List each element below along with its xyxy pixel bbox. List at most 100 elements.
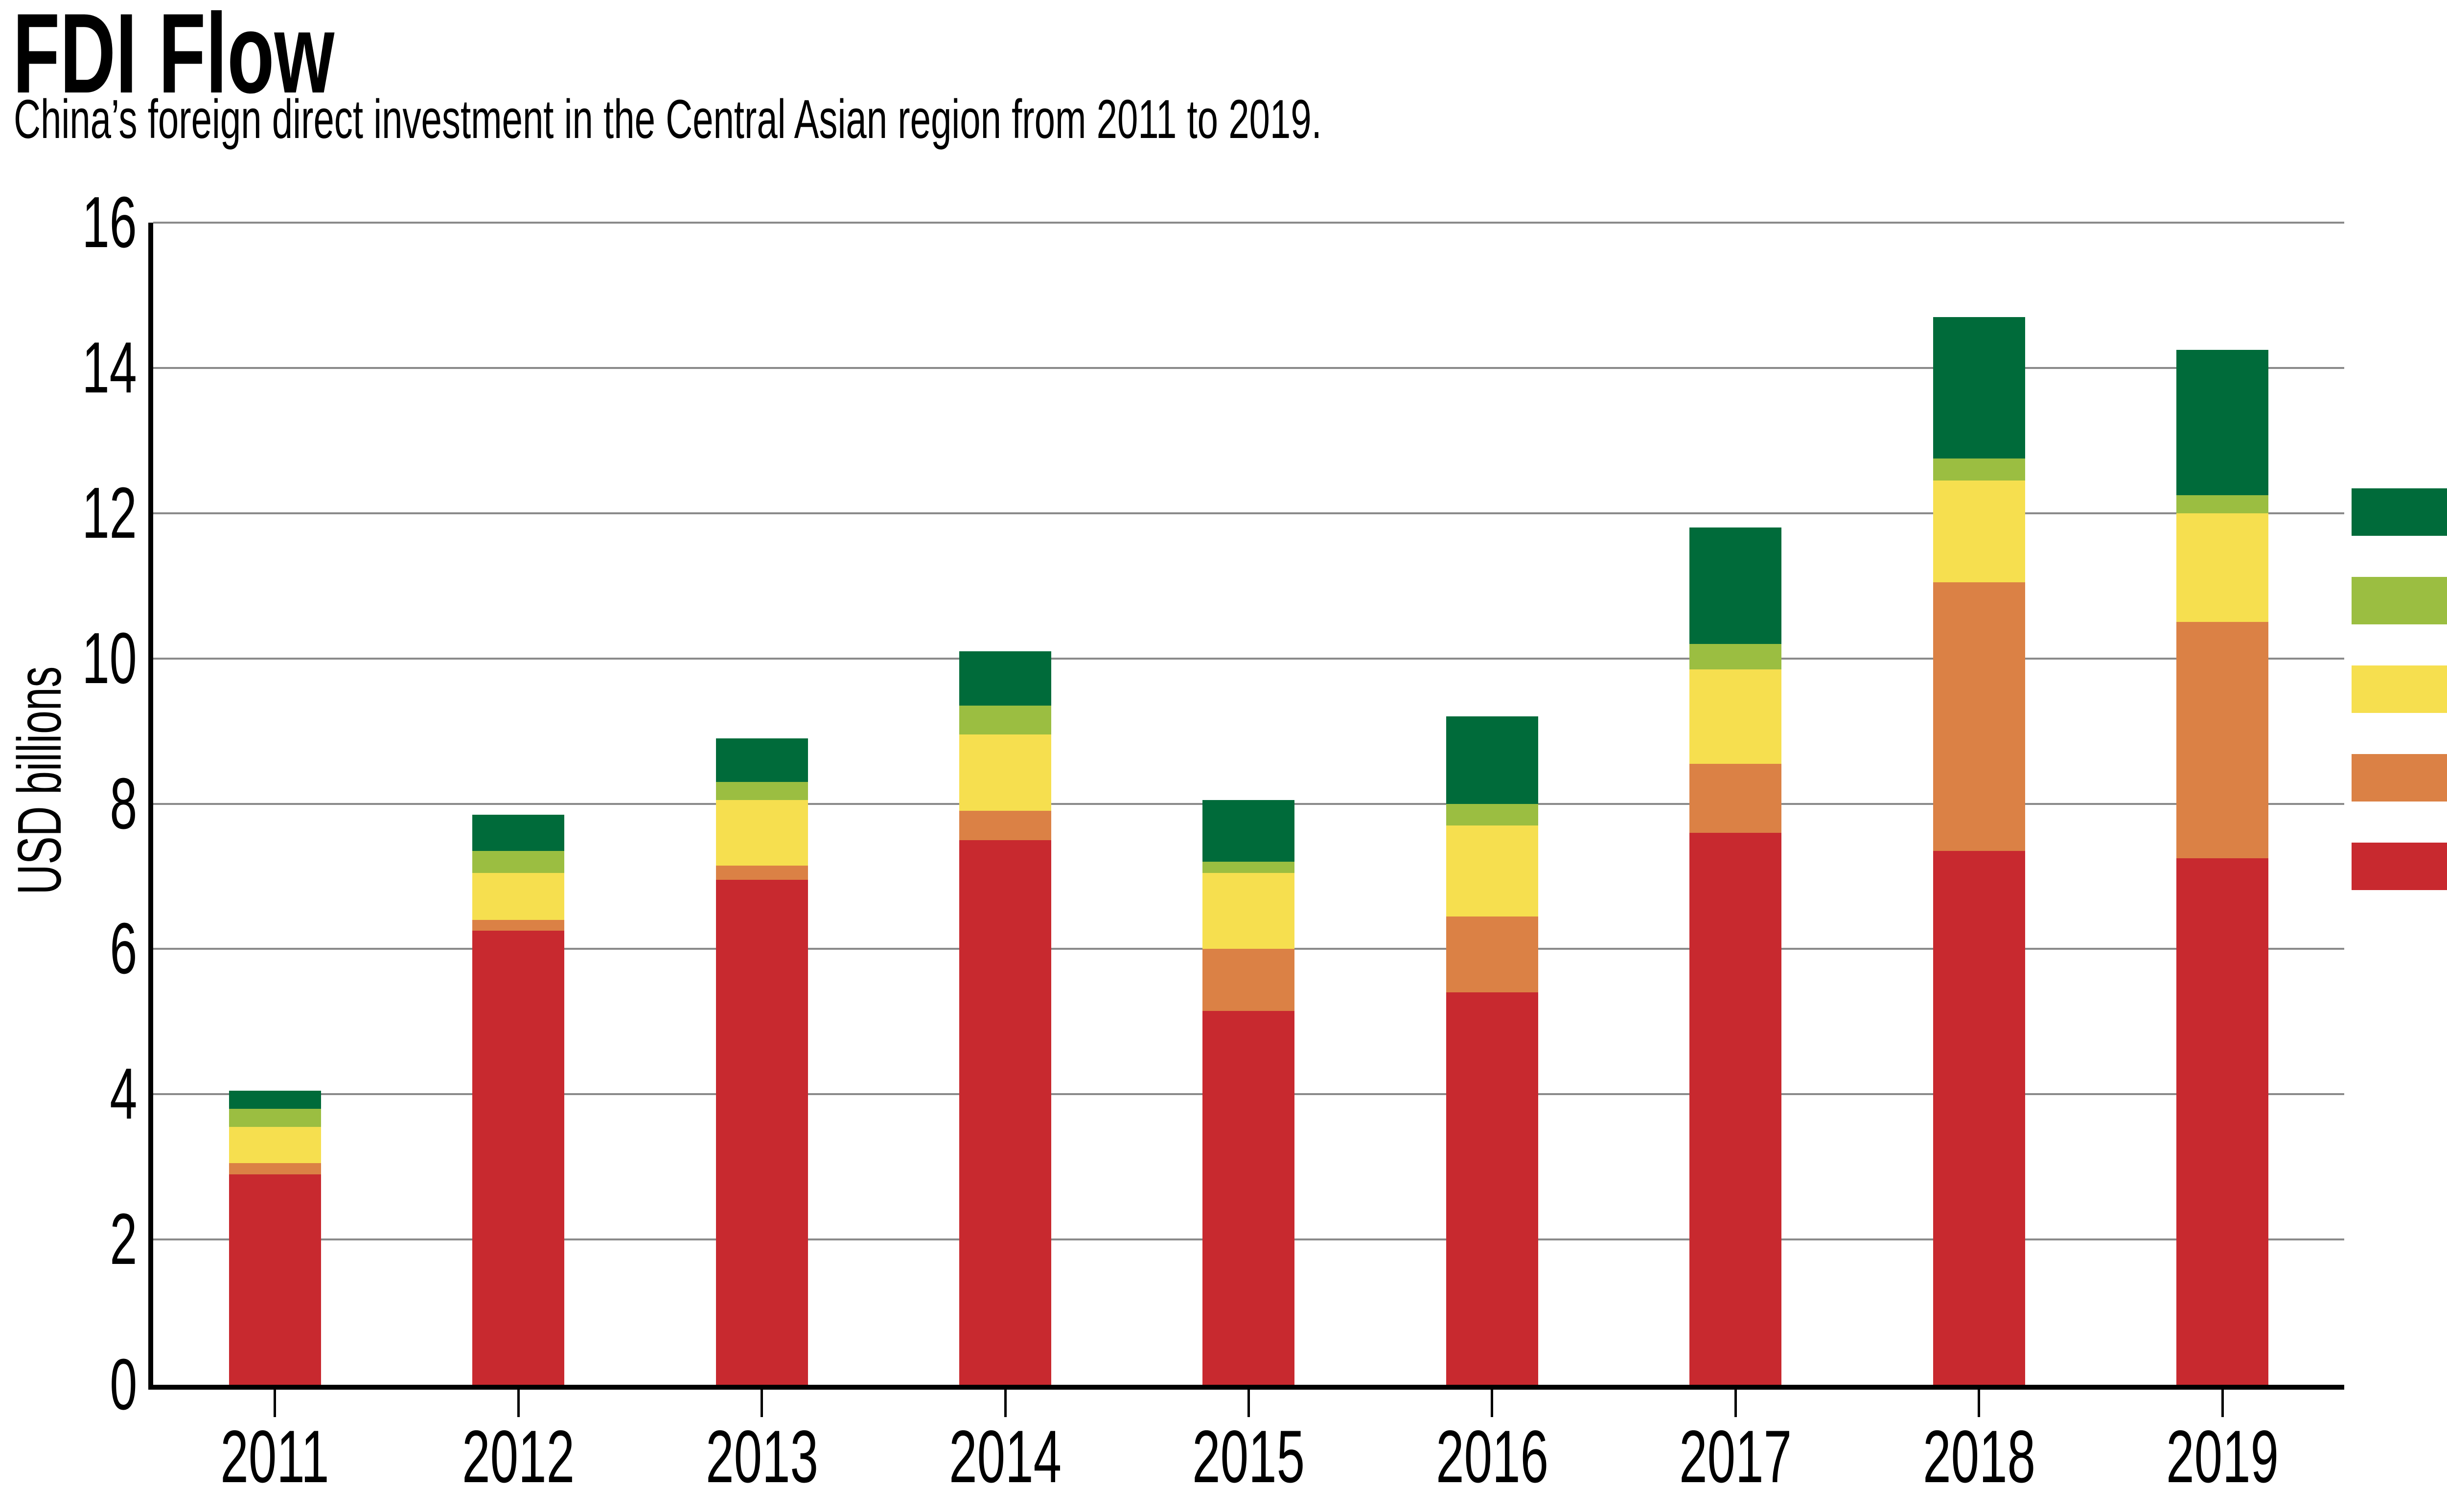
x-axis-label-2011: 2011 bbox=[153, 1414, 396, 1507]
bar-segment-turkmenistan-2012 bbox=[472, 850, 565, 873]
x-axis-label-text: 2013 bbox=[705, 1415, 818, 1498]
y-tick-label-text: 12 bbox=[82, 472, 137, 553]
bar-segment-kazakhstan-2011 bbox=[229, 1174, 321, 1385]
page-title: FDI Flow bbox=[13, 0, 486, 116]
y-tick-label-text: 16 bbox=[82, 182, 137, 263]
y-axis-labels: 0 2 4 6 8 10 12 14 16 bbox=[0, 182, 137, 1425]
x-tick-slot-2014 bbox=[883, 1390, 1127, 1417]
x-tick-slot-2017 bbox=[1614, 1390, 1857, 1417]
bar-segment-kazakhstan-2016 bbox=[1446, 992, 1538, 1385]
bar-segment-kazakhstan-2013 bbox=[716, 880, 808, 1385]
bar-2018 bbox=[1857, 223, 2101, 1385]
legend-swatch-kyrgyzstan bbox=[2352, 665, 2447, 713]
x-axis-ticks bbox=[153, 1390, 2344, 1417]
x-axis-label-text: 2011 bbox=[220, 1415, 329, 1498]
bar-segment-kyrgyzstan-2014 bbox=[959, 734, 1052, 811]
bar-2019 bbox=[2101, 223, 2344, 1385]
x-axis-label-text: 2017 bbox=[1679, 1415, 1792, 1498]
x-tick-slot-2016 bbox=[1370, 1390, 1614, 1417]
x-tick-slot-2019 bbox=[2101, 1390, 2344, 1417]
bar-segment-tajikistan-2015 bbox=[1202, 800, 1295, 862]
bar-segment-kyrgyzstan-2015 bbox=[1202, 872, 1295, 949]
x-tick-slot-2018 bbox=[1857, 1390, 2101, 1417]
legend-swatch-turkmenistan bbox=[2352, 577, 2447, 624]
legend-item-uzbekistan: Uzbekistan bbox=[2352, 754, 2447, 802]
bar-segment-tajikistan-2018 bbox=[1933, 317, 2025, 459]
x-axis-line bbox=[148, 1385, 2344, 1390]
x-axis-label-2017: 2017 bbox=[1614, 1414, 1857, 1507]
legend-swatch-kazakhstan bbox=[2352, 843, 2447, 890]
x-axis-labels: 2011 2012 2013 2014 2015 2016 2017 2018 2019 bbox=[153, 1414, 2344, 1507]
legend-swatch-uzbekistan bbox=[2352, 754, 2447, 802]
plot-area bbox=[148, 222, 2344, 1390]
bar-segment-tajikistan-2013 bbox=[716, 738, 808, 782]
bar-2014 bbox=[883, 223, 1127, 1385]
bar-2017 bbox=[1614, 223, 1857, 1385]
x-tick-slot-2012 bbox=[396, 1390, 640, 1417]
y-tick-label-text: 4 bbox=[110, 1054, 137, 1135]
bar-segment-tajikistan-2014 bbox=[959, 651, 1052, 706]
bar-segment-kyrgyzstan-2011 bbox=[229, 1127, 321, 1164]
bar-2011 bbox=[153, 223, 396, 1385]
bar-segment-turkmenistan-2018 bbox=[1933, 458, 2025, 481]
bar-segment-kyrgyzstan-2012 bbox=[472, 872, 565, 920]
chart-subtitle-text: China’s foreign direct investment in the… bbox=[14, 89, 1322, 150]
legend-swatch-tajikistan bbox=[2352, 488, 2447, 536]
bar-segment-tajikistan-2012 bbox=[472, 814, 565, 851]
x-axis-label-2015: 2015 bbox=[1127, 1414, 1370, 1507]
bar-segment-kyrgyzstan-2013 bbox=[716, 800, 808, 866]
x-tick-slot-2015 bbox=[1127, 1390, 1370, 1417]
bar-segment-kazakhstan-2019 bbox=[2176, 858, 2269, 1385]
x-axis-label-2014: 2014 bbox=[883, 1414, 1127, 1507]
x-tick-2019 bbox=[2221, 1390, 2224, 1417]
x-tick-slot-2013 bbox=[640, 1390, 883, 1417]
bar-segment-tajikistan-2017 bbox=[1689, 527, 1782, 644]
y-tick-label-text: 8 bbox=[110, 763, 137, 844]
x-tick-slot-2011 bbox=[153, 1390, 396, 1417]
page-title-text: FDI Flow bbox=[13, 0, 335, 117]
x-axis-label-text: 2015 bbox=[1192, 1415, 1305, 1498]
bar-segment-uzbekistan-2014 bbox=[959, 811, 1052, 840]
bar-segment-uzbekistan-2015 bbox=[1202, 949, 1295, 1011]
x-tick-2014 bbox=[1004, 1390, 1007, 1417]
gridline-10 bbox=[153, 657, 2344, 660]
gridline-14 bbox=[153, 367, 2344, 369]
bar-segment-turkmenistan-2013 bbox=[716, 781, 808, 801]
bar-segment-turkmenistan-2017 bbox=[1689, 643, 1782, 669]
chart-subtitle: China’s foreign direct investment in the… bbox=[14, 89, 1938, 149]
bar-segment-uzbekistan-2017 bbox=[1689, 763, 1782, 833]
bar-segment-kazakhstan-2017 bbox=[1689, 832, 1782, 1385]
y-tick-label-text: 10 bbox=[82, 618, 137, 699]
x-tick-2013 bbox=[761, 1390, 763, 1417]
gridline-12 bbox=[153, 512, 2344, 514]
bar-segment-tajikistan-2016 bbox=[1446, 716, 1538, 804]
y-tick-label-text: 6 bbox=[110, 908, 137, 989]
bar-segment-uzbekistan-2016 bbox=[1446, 916, 1538, 993]
x-tick-2018 bbox=[1978, 1390, 1981, 1417]
x-tick-2011 bbox=[274, 1390, 277, 1417]
bar-segment-tajikistan-2011 bbox=[229, 1090, 321, 1109]
y-tick-label-text: 14 bbox=[82, 327, 137, 408]
y-axis-title: USD billions bbox=[5, 666, 74, 895]
legend-item-tajikistan: Tajikistan bbox=[2352, 488, 2447, 536]
bar-segment-kazakhstan-2018 bbox=[1933, 850, 2025, 1385]
bar-segment-kazakhstan-2015 bbox=[1202, 1010, 1295, 1385]
legend-item-kyrgyzstan: Kyrgyzstan bbox=[2352, 665, 2447, 713]
bar-2016 bbox=[1370, 223, 1614, 1385]
bar-2012 bbox=[396, 223, 640, 1385]
x-axis-label-2019: 2019 bbox=[2101, 1414, 2344, 1507]
legend: Tajikistan Turkmenistan Kyrgyzstan Uzbekist… bbox=[2352, 488, 2447, 931]
bars-container bbox=[153, 223, 2344, 1385]
x-axis-label-text: 2012 bbox=[462, 1415, 575, 1498]
y-axis-line bbox=[148, 223, 153, 1390]
bar-segment-turkmenistan-2015 bbox=[1202, 862, 1295, 873]
bar-segment-kazakhstan-2014 bbox=[959, 840, 1052, 1385]
bar-segment-kyrgyzstan-2016 bbox=[1446, 825, 1538, 916]
bar-segment-uzbekistan-2018 bbox=[1933, 582, 2025, 851]
bar-segment-kyrgyzstan-2017 bbox=[1689, 669, 1782, 764]
bar-2013 bbox=[640, 223, 883, 1385]
bar-segment-turkmenistan-2016 bbox=[1446, 803, 1538, 826]
y-tick-label-text: 2 bbox=[110, 1199, 137, 1280]
bar-segment-turkmenistan-2019 bbox=[2176, 495, 2269, 513]
x-axis-label-text: 2014 bbox=[949, 1415, 1062, 1498]
